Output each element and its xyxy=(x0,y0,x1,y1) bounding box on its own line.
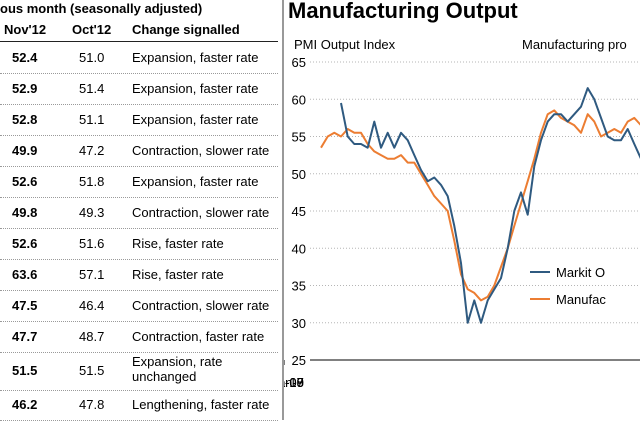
series-line-manufacturing xyxy=(320,109,640,302)
x-tick-label: Jan-09 xyxy=(284,375,304,390)
y-tick-label: 25 xyxy=(292,353,306,368)
chart-title: Manufacturing Output xyxy=(288,0,518,23)
nov12-value: 52.8 xyxy=(12,112,38,127)
y-tick-label: 60 xyxy=(292,92,306,107)
nov12-value: 52.6 xyxy=(12,236,38,251)
nov12-value: 52.9 xyxy=(12,81,38,96)
table-row: 49.8 49.3 Contraction, slower rate xyxy=(0,197,278,229)
table-row: 47.5 46.4 Contraction, slower rate xyxy=(0,290,278,322)
oct12-value: 51.0 xyxy=(79,50,105,65)
y-tick-label: 45 xyxy=(292,204,306,219)
table-row: 52.8 51.1 Expansion, faster rate xyxy=(0,104,278,136)
nov12-value: 52.6 xyxy=(12,174,38,189)
change-signalled: Contraction, slower rate xyxy=(132,205,270,220)
y-tick-label: 30 xyxy=(292,316,306,331)
chart-panel: 25 30 35 40 45 50 55 60 65 Jan-07Jan-08Jan-09Jan-… xyxy=(284,0,640,420)
table-row: 46.2 47.8 Lengthening, faster rate xyxy=(0,390,278,421)
table-row: 52.6 51.6 Rise, faster rate xyxy=(0,228,278,260)
table-row: 52.9 51.4 Expansion, faster rate xyxy=(0,73,278,105)
change-signalled: Contraction, slower rate xyxy=(132,143,270,158)
nov12-value: 49.8 xyxy=(12,205,38,220)
change-signalled: Lengthening, faster rate xyxy=(132,397,270,412)
x-tick-label: Jan-07 xyxy=(284,375,304,390)
header-rule xyxy=(0,41,278,42)
change-signalled: Expansion, faster rate xyxy=(132,112,259,127)
table-caption: ous month (seasonally adjusted) xyxy=(0,1,203,16)
y-tick-label: 40 xyxy=(292,241,306,256)
oct12-value: 51.6 xyxy=(79,236,105,251)
line-chart: 25 30 35 40 45 50 55 60 65 Jan-07Jan-08Jan-09Jan-… xyxy=(284,55,640,390)
y-tick-label: 35 xyxy=(292,279,306,294)
oct12-value: 47.8 xyxy=(79,397,105,412)
change-signalled: Expansion, faster rate xyxy=(132,50,259,65)
right-axis-title: Manufacturing pro xyxy=(522,37,627,52)
y-tick-label: 65 xyxy=(292,55,306,70)
oct12-value: 51.5 xyxy=(79,363,105,378)
table-row: 51.5 51.5 Expansion, rate unchanged xyxy=(0,352,278,391)
oct12-value: 51.8 xyxy=(79,174,105,189)
oct12-value: 51.4 xyxy=(79,81,105,96)
change-signalled: Contraction, faster rate xyxy=(132,329,265,344)
table-row: 63.6 57.1 Rise, faster rate xyxy=(0,259,278,291)
nov12-value: 52.4 xyxy=(12,50,38,65)
nov12-value: 46.2 xyxy=(12,397,38,412)
header-change-signalled: Change signalled xyxy=(132,22,240,37)
nov12-value: 47.7 xyxy=(12,329,38,344)
header-nov12: Nov'12 xyxy=(4,22,47,37)
table-row: 47.7 48.7 Contraction, faster rate xyxy=(0,321,278,353)
change-signalled: Expansion, faster rate xyxy=(132,174,259,189)
nov12-value: 63.6 xyxy=(12,267,38,282)
y-tick-label: 55 xyxy=(292,130,306,145)
legend-label: Manufac xyxy=(556,292,606,307)
change-signalled: Expansion, rate unchanged xyxy=(132,354,223,384)
oct12-value: 51.1 xyxy=(79,112,105,127)
change-signalled: Rise, faster rate xyxy=(132,267,224,282)
oct12-value: 48.7 xyxy=(79,329,105,344)
oct12-value: 46.4 xyxy=(79,298,105,313)
header-oct12: Oct'12 xyxy=(72,22,112,37)
table-row: 49.9 47.2 Contraction, slower rate xyxy=(0,135,278,167)
nov12-value: 51.5 xyxy=(12,363,38,378)
change-signalled: Expansion, faster rate xyxy=(132,81,259,96)
x-tick-label: Jan- xyxy=(284,375,297,390)
table-row: 52.4 51.0 Expansion, faster rate xyxy=(0,42,278,74)
pmi-table-panel: ous month (seasonally adjusted) Nov'12 O… xyxy=(0,0,280,421)
nov12-value: 49.9 xyxy=(12,143,38,158)
oct12-value: 57.1 xyxy=(79,267,105,282)
x-tick-label: Jan-08 xyxy=(284,375,304,390)
table-row: 52.6 51.8 Expansion, faster rate xyxy=(0,166,278,198)
series-line-markit xyxy=(340,87,640,324)
left-axis-title: PMI Output Index xyxy=(294,37,396,52)
oct12-value: 49.3 xyxy=(79,205,105,220)
x-tick-label: Jan-10 xyxy=(284,375,304,390)
nov12-value: 47.5 xyxy=(12,298,38,313)
panel-divider xyxy=(282,0,284,420)
legend-label: Markit O xyxy=(556,265,605,280)
change-signalled: Contraction, slower rate xyxy=(132,298,270,313)
oct12-value: 47.2 xyxy=(79,143,105,158)
y-tick-label: 50 xyxy=(292,167,306,182)
change-signalled: Rise, faster rate xyxy=(132,236,224,251)
